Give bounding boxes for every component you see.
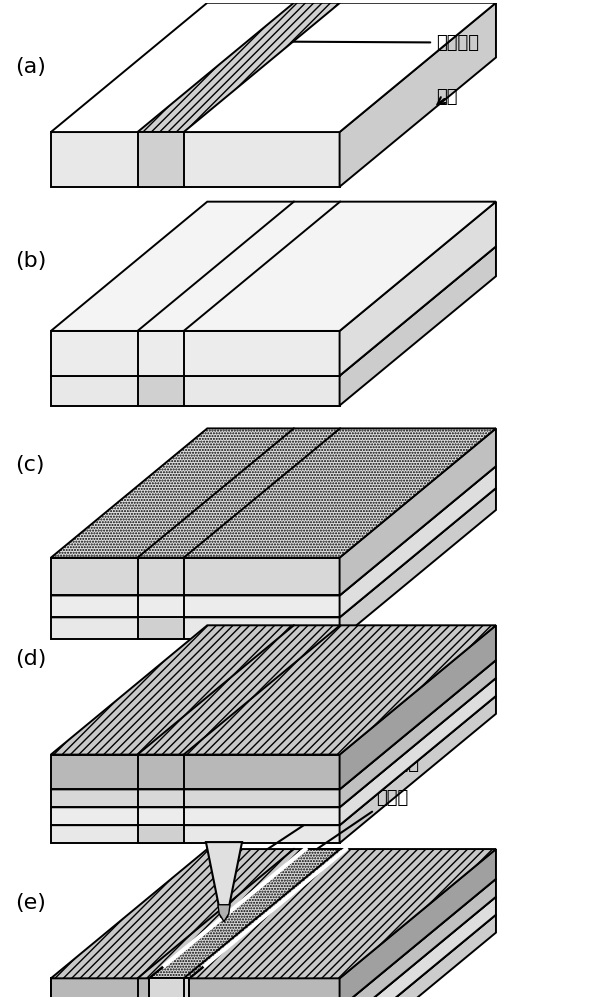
Polygon shape — [206, 842, 242, 917]
Polygon shape — [51, 807, 339, 825]
Polygon shape — [51, 934, 305, 978]
Polygon shape — [138, 696, 340, 825]
Text: 金属层: 金属层 — [405, 632, 468, 652]
Polygon shape — [51, 331, 339, 376]
Polygon shape — [51, 696, 496, 825]
Polygon shape — [339, 466, 496, 617]
Polygon shape — [138, 488, 340, 617]
Polygon shape — [51, 202, 496, 331]
Polygon shape — [218, 905, 230, 922]
Polygon shape — [51, 246, 496, 376]
Polygon shape — [138, 825, 184, 843]
Polygon shape — [138, 3, 340, 132]
Polygon shape — [51, 755, 339, 789]
Polygon shape — [339, 678, 496, 825]
Polygon shape — [51, 132, 339, 187]
Text: (d): (d) — [15, 649, 46, 669]
Text: (c): (c) — [15, 455, 44, 475]
Polygon shape — [138, 132, 184, 187]
Text: 底栅电极: 底栅电极 — [275, 34, 479, 52]
Polygon shape — [51, 428, 496, 558]
Polygon shape — [339, 915, 496, 1000]
Polygon shape — [51, 915, 496, 1000]
Polygon shape — [339, 879, 496, 1000]
Polygon shape — [51, 617, 339, 639]
Polygon shape — [149, 934, 305, 1000]
Text: 基板: 基板 — [436, 88, 457, 106]
Polygon shape — [51, 879, 496, 1000]
Polygon shape — [51, 466, 496, 595]
Polygon shape — [51, 978, 149, 1000]
Polygon shape — [51, 897, 496, 1000]
Polygon shape — [51, 825, 339, 843]
Text: 电解液: 电解液 — [233, 789, 408, 906]
Polygon shape — [51, 678, 496, 807]
Polygon shape — [138, 376, 184, 406]
Polygon shape — [339, 428, 496, 595]
Polygon shape — [339, 897, 496, 1000]
Polygon shape — [51, 488, 496, 617]
Polygon shape — [51, 625, 496, 755]
Text: (e): (e) — [15, 893, 46, 913]
Polygon shape — [138, 915, 340, 1000]
Polygon shape — [138, 617, 184, 639]
Polygon shape — [51, 595, 339, 617]
Polygon shape — [339, 625, 496, 789]
Polygon shape — [51, 978, 339, 1000]
Text: 半导体层: 半导体层 — [391, 438, 479, 456]
Polygon shape — [339, 696, 496, 843]
Text: (b): (b) — [15, 251, 46, 271]
Text: 刻蚀沟道: 刻蚀沟道 — [260, 871, 419, 908]
Polygon shape — [51, 558, 339, 595]
Polygon shape — [339, 488, 496, 639]
Polygon shape — [339, 660, 496, 807]
Polygon shape — [339, 246, 496, 406]
Text: (a): (a) — [15, 57, 46, 77]
Polygon shape — [149, 978, 189, 1000]
Polygon shape — [51, 3, 496, 132]
Polygon shape — [51, 789, 339, 807]
Text: 玻璃微管: 玻璃微管 — [253, 755, 419, 859]
Polygon shape — [339, 3, 496, 187]
Polygon shape — [339, 202, 496, 376]
Polygon shape — [149, 849, 346, 978]
Polygon shape — [51, 849, 496, 978]
Text: 电介质层: 电介质层 — [368, 221, 479, 260]
Polygon shape — [138, 246, 340, 376]
Polygon shape — [51, 660, 496, 789]
Polygon shape — [339, 849, 496, 1000]
Polygon shape — [51, 376, 339, 406]
